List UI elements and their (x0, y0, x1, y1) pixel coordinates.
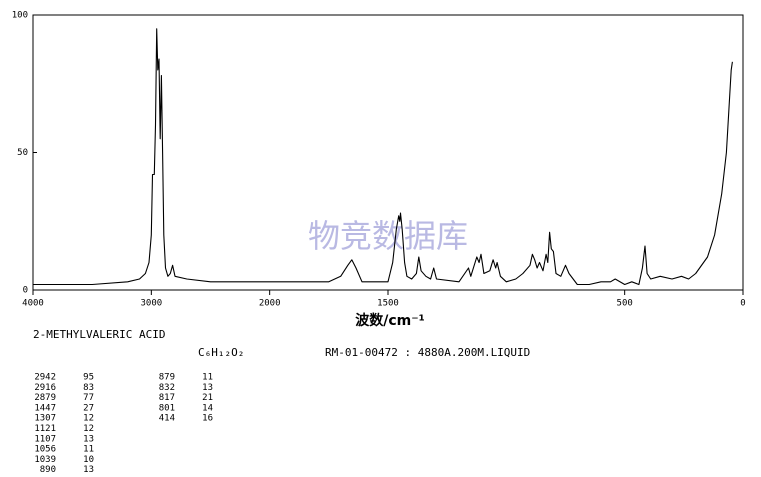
peak-wavenumber: 1039 (34, 455, 56, 465)
peak-intensity: 11 (83, 445, 94, 455)
peak-intensity: 21 (202, 393, 213, 403)
peak-wavenumber: 1307 (34, 414, 56, 424)
peak-wavenumber: 414 (159, 414, 175, 424)
y-tick-label: 50 (17, 148, 28, 158)
peak-intensity: 12 (83, 414, 94, 424)
peak-wavenumber: 1447 (34, 403, 56, 413)
watermark: 物竞数据库 (308, 217, 468, 255)
peak-wavenumber: 1107 (34, 434, 56, 444)
peak-intensity: 13 (83, 465, 94, 475)
peak-wavenumber: 1121 (34, 424, 56, 434)
peak-intensity: 16 (202, 414, 213, 424)
peak-intensity: 10 (83, 455, 94, 465)
peak-intensity: 27 (83, 403, 94, 413)
record-id: RM-01-00472 : 4880A.200M.LIQUID (325, 346, 530, 359)
x-tick-label: 3000 (140, 299, 162, 309)
peak-intensity: 83 (83, 383, 94, 393)
compound-formula: C₆H₁₂O₂ (198, 346, 244, 359)
x-tick-label: 2000 (259, 299, 281, 309)
peak-intensity: 95 (83, 373, 94, 383)
x-axis-label: 波数/cm⁻¹ (355, 312, 425, 329)
x-tick-label: 1500 (377, 299, 399, 309)
y-tick-label: 100 (12, 11, 28, 21)
x-tick-label: 4000 (22, 299, 44, 309)
peak-wavenumber: 1056 (34, 445, 56, 455)
x-tick-label: 0 (740, 299, 745, 309)
peak-wavenumber: 2942 (34, 373, 56, 383)
y-tick-label: 0 (23, 286, 28, 296)
peak-wavenumber: 832 (159, 383, 175, 393)
x-tick-label: 500 (617, 299, 633, 309)
peak-wavenumber: 2879 (34, 393, 56, 403)
peak-wavenumber: 817 (159, 393, 175, 403)
peak-intensity: 11 (202, 373, 213, 383)
peak-intensity: 13 (202, 383, 213, 393)
compound-name: 2-METHYLVALERIC ACID (33, 328, 165, 341)
peak-intensity: 14 (202, 403, 213, 413)
peak-intensity: 13 (83, 434, 94, 444)
peak-wavenumber: 801 (159, 403, 175, 413)
peak-wavenumber: 2916 (34, 383, 56, 393)
peak-intensity: 77 (83, 393, 94, 403)
peak-wavenumber: 879 (159, 373, 175, 383)
peak-wavenumber: 890 (40, 465, 56, 475)
peak-intensity: 12 (83, 424, 94, 434)
spectrum-line (33, 28, 733, 286)
